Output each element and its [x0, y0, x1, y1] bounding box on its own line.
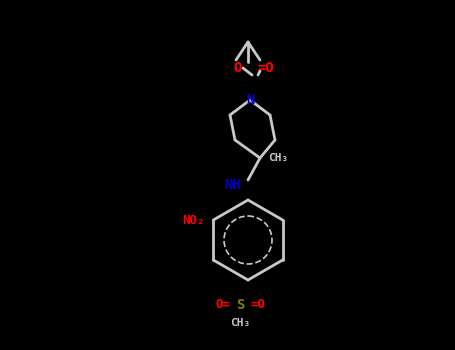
- Text: =O: =O: [258, 61, 274, 75]
- Text: =O: =O: [251, 299, 266, 312]
- Text: O=: O=: [216, 299, 231, 312]
- Text: CH₃: CH₃: [230, 318, 250, 328]
- Text: S: S: [236, 298, 244, 312]
- Text: N: N: [246, 93, 254, 107]
- Text: CH₃: CH₃: [268, 153, 288, 163]
- Text: NH: NH: [225, 178, 241, 192]
- Text: NO₂: NO₂: [182, 214, 205, 226]
- Text: O: O: [234, 61, 242, 75]
